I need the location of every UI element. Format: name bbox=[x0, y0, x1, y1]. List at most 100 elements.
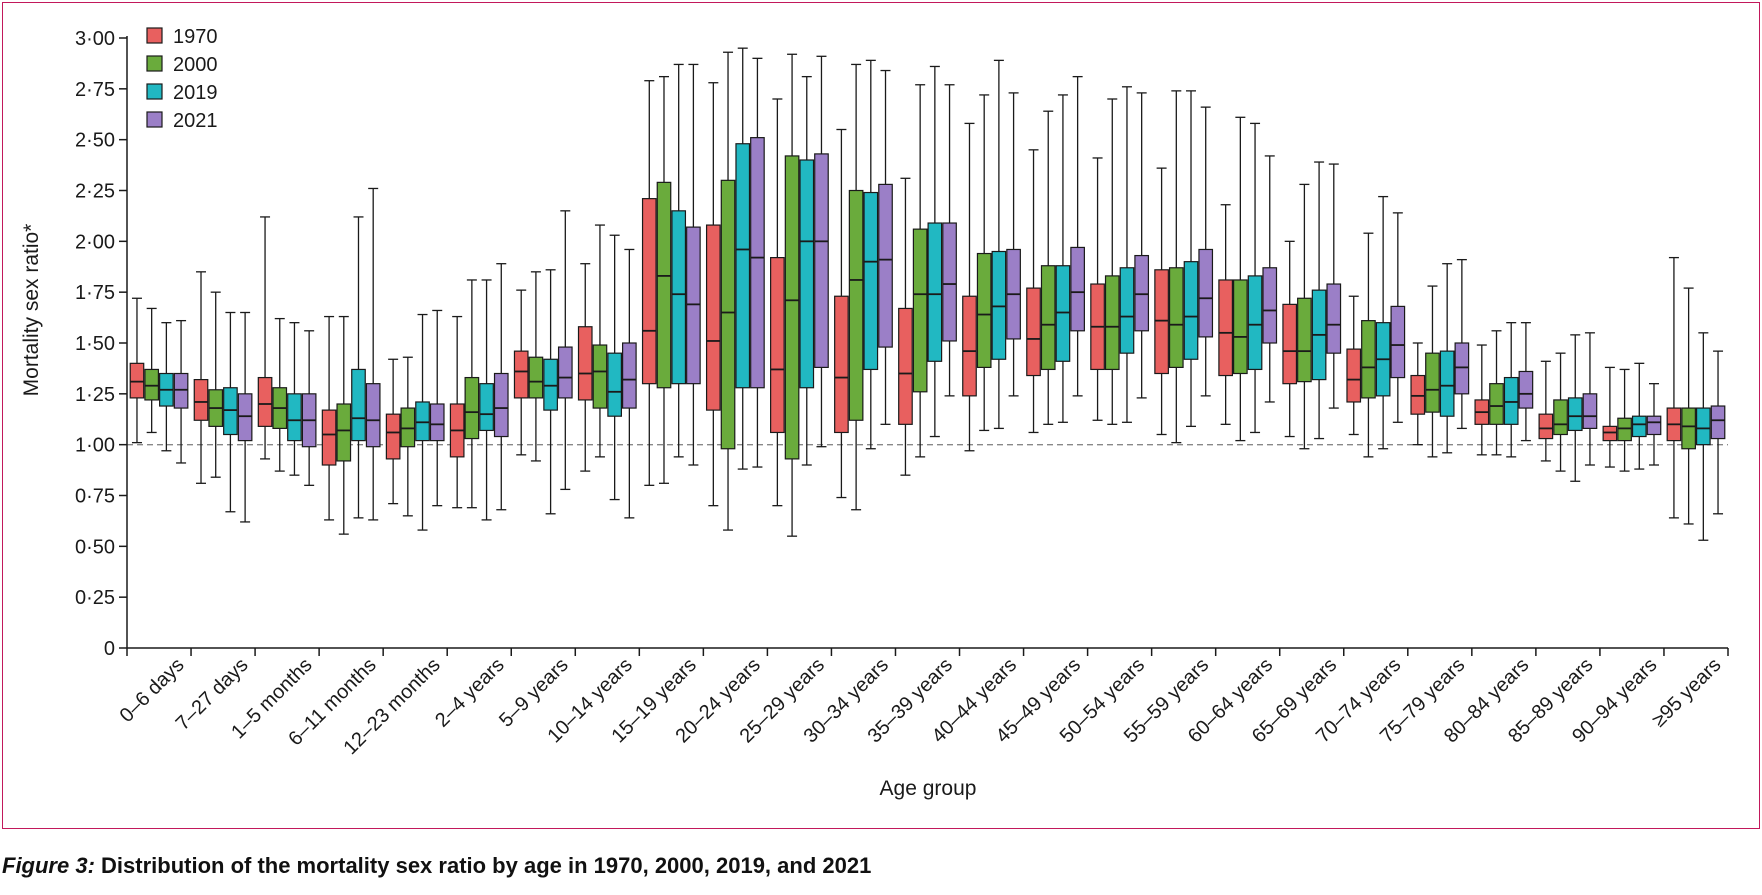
box-iqr bbox=[1218, 279, 1234, 377]
box-iqr bbox=[656, 181, 672, 389]
x-axis-title: Age group bbox=[880, 777, 977, 800]
box-2019 bbox=[479, 279, 494, 521]
box-iqr bbox=[321, 409, 337, 466]
box-1970 bbox=[449, 315, 465, 509]
box-2019 bbox=[1055, 94, 1071, 423]
box-iqr bbox=[513, 350, 529, 399]
box-iqr bbox=[415, 401, 430, 442]
box-2019 bbox=[1631, 362, 1647, 470]
box-iqr bbox=[1297, 297, 1312, 383]
box-iqr bbox=[493, 372, 509, 438]
box-2021 bbox=[1454, 258, 1470, 430]
box-iqr bbox=[641, 198, 657, 385]
box-1970 bbox=[577, 263, 593, 472]
box-iqr bbox=[557, 346, 573, 399]
box-2021 bbox=[1710, 350, 1726, 515]
box-2019 bbox=[799, 75, 815, 466]
box-2000 bbox=[528, 271, 544, 462]
legend-label: 1970 bbox=[173, 26, 218, 48]
box-2019 bbox=[1503, 322, 1519, 458]
box-1970 bbox=[129, 297, 145, 444]
box-iqr bbox=[1119, 267, 1135, 354]
box-2000 bbox=[1425, 285, 1440, 458]
box-iqr bbox=[173, 372, 189, 409]
box-2000 bbox=[1681, 287, 1696, 525]
box-2021 bbox=[1582, 332, 1598, 466]
legend-label: 2019 bbox=[173, 82, 218, 104]
box-layer bbox=[129, 47, 1726, 541]
box-iqr bbox=[750, 137, 765, 389]
box-iqr bbox=[1553, 399, 1568, 436]
y-tick-label: 0·50 bbox=[75, 536, 115, 558]
figure-frame bbox=[2, 2, 1760, 829]
figure-title: Distribution of the mortality sex ratio … bbox=[101, 853, 872, 878]
box-iqr bbox=[962, 295, 977, 397]
box-2019 bbox=[415, 313, 430, 531]
box-2000 bbox=[848, 63, 864, 511]
box-iqr bbox=[223, 387, 238, 436]
box-1970 bbox=[1538, 360, 1554, 462]
box-2021 bbox=[942, 84, 957, 397]
figure-caption: Figure 3: Distribution of the mortality … bbox=[2, 853, 871, 879]
box-iqr bbox=[1040, 265, 1056, 371]
box-2000 bbox=[1232, 116, 1248, 442]
box-iqr bbox=[1646, 415, 1662, 436]
box-iqr bbox=[1282, 303, 1298, 385]
box-iqr bbox=[784, 155, 800, 460]
box-2019 bbox=[671, 63, 687, 458]
box-2021 bbox=[173, 319, 189, 464]
box-1970 bbox=[321, 315, 337, 521]
box-1970 bbox=[257, 216, 273, 460]
y-tick-label: 1·75 bbox=[75, 282, 115, 304]
box-1970 bbox=[1602, 366, 1618, 468]
box-iqr bbox=[686, 226, 701, 385]
legend-item-2021: 2021 bbox=[146, 110, 218, 132]
box-2000 bbox=[272, 317, 288, 472]
legend: 1970 2000 2019 2021 bbox=[146, 26, 218, 132]
box-1970 bbox=[705, 82, 721, 507]
y-tick-label: 1·25 bbox=[75, 384, 115, 406]
box-iqr bbox=[1681, 407, 1696, 450]
legend-item-2000: 2000 bbox=[146, 54, 218, 76]
box-iqr bbox=[927, 222, 943, 362]
box-2021 bbox=[621, 248, 637, 519]
box-iqr bbox=[720, 179, 736, 450]
y-tick-label: 1·00 bbox=[75, 435, 115, 457]
box-2019 bbox=[1183, 90, 1199, 428]
y-tick-label: 2·00 bbox=[75, 231, 115, 253]
y-tick-label: 2·50 bbox=[75, 130, 115, 152]
box-iqr bbox=[942, 222, 957, 342]
box-2019 bbox=[1247, 122, 1263, 434]
box-2021 bbox=[1198, 106, 1214, 397]
y-tick-label: 2·25 bbox=[75, 181, 115, 203]
box-1970 bbox=[1282, 240, 1298, 438]
box-iqr bbox=[1262, 267, 1278, 344]
legend-item-2019: 2019 bbox=[146, 82, 218, 104]
y-tick-label: 1·50 bbox=[75, 333, 115, 355]
box-2000 bbox=[656, 75, 672, 484]
box-2021 bbox=[365, 187, 381, 521]
box-2021 bbox=[237, 311, 253, 523]
box-2021 bbox=[1134, 92, 1150, 399]
box-iqr bbox=[671, 210, 687, 385]
box-2019 bbox=[1311, 161, 1327, 440]
box-iqr bbox=[1361, 320, 1376, 399]
box-2021 bbox=[1518, 322, 1534, 442]
box-1970 bbox=[513, 289, 529, 456]
box-2000 bbox=[400, 356, 416, 517]
box-2000 bbox=[1040, 110, 1056, 425]
box-iqr bbox=[592, 344, 608, 409]
box-1970 bbox=[193, 271, 209, 484]
y-tick-label: 3·00 bbox=[75, 28, 115, 50]
box-iqr bbox=[1503, 376, 1519, 425]
box-iqr bbox=[287, 393, 302, 442]
box-iqr bbox=[1439, 350, 1455, 417]
box-1970 bbox=[898, 177, 913, 476]
box-2021 bbox=[1326, 163, 1342, 409]
box-2021 bbox=[814, 55, 829, 448]
box-iqr bbox=[1518, 370, 1534, 409]
box-iqr bbox=[834, 295, 849, 434]
box-iqr bbox=[848, 189, 864, 421]
box-iqr bbox=[400, 407, 416, 448]
box-2000 bbox=[976, 94, 992, 432]
